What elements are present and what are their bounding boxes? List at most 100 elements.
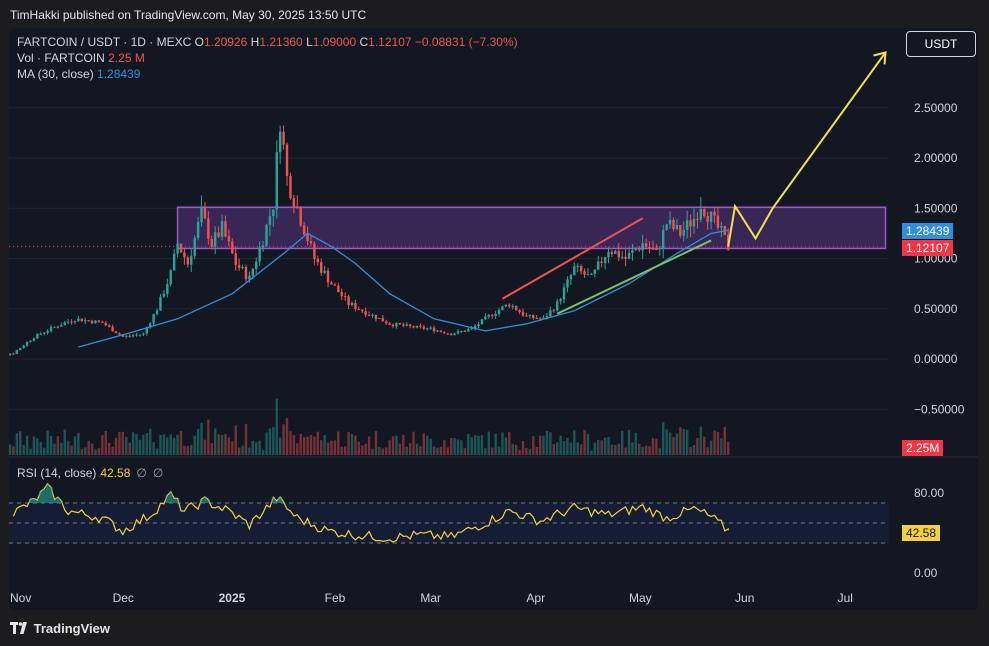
candle-body — [439, 330, 443, 332]
time-axis-label: 2025 — [219, 591, 246, 605]
candle-body — [118, 333, 121, 335]
volume-bar — [597, 439, 600, 455]
source-icon[interactable]: ∅ — [152, 466, 164, 480]
chart-canvas[interactable]: 0.000000.500001.000001.500002.000002.500… — [9, 28, 978, 610]
candle-body — [94, 320, 97, 324]
candle-body — [278, 131, 282, 153]
candle-body — [696, 218, 699, 220]
volume-bar — [70, 445, 73, 455]
volume-bar — [703, 436, 706, 455]
candle-body — [634, 249, 638, 251]
symbol-label[interactable]: FARTCOIN / USDT · 1D · MEXC — [17, 35, 192, 49]
volume-bar — [439, 446, 443, 455]
volume-bar — [320, 440, 323, 455]
hide-icon[interactable]: ∅ — [136, 466, 147, 480]
candle-body — [449, 333, 453, 336]
volume-bar — [258, 440, 261, 455]
ma-label[interactable]: MA (30, close) — [17, 67, 94, 81]
volume-bar — [552, 444, 555, 455]
candle-body — [333, 284, 337, 286]
volume-bar — [675, 433, 679, 455]
candle-body — [709, 211, 713, 222]
volume-bar — [261, 449, 265, 455]
candle-body — [532, 314, 535, 318]
candle-body — [367, 314, 371, 316]
chart-panel[interactable]: 0.00000 0.50000 1.00000 1.50000 2.00000 2.500… — [9, 28, 978, 610]
candle-body — [624, 256, 627, 259]
candle-body — [73, 321, 77, 323]
volume-bar — [227, 437, 231, 455]
volume-bar — [436, 447, 439, 455]
volume-bar — [586, 434, 590, 455]
candle-body — [607, 251, 610, 258]
candle-body — [641, 243, 644, 251]
candle-body — [292, 198, 296, 207]
volume-bar — [169, 434, 172, 455]
volume-bar — [685, 429, 689, 455]
volume-label[interactable]: Vol · FARTCOIN — [17, 51, 105, 65]
tradingview-brand[interactable]: TradingView — [10, 621, 110, 636]
volume-bar — [340, 446, 343, 455]
price-axis-label: 0.50000 — [914, 302, 958, 316]
volume-bar — [514, 444, 518, 455]
volume-bar — [473, 435, 477, 455]
volume-bar — [337, 431, 340, 455]
candle-body — [569, 274, 573, 280]
candle-body — [302, 225, 306, 235]
candle-body — [60, 325, 63, 327]
candle-body — [196, 222, 200, 238]
price-axis-label: 2.00000 — [914, 151, 958, 165]
candle-body — [703, 209, 706, 217]
candle-body — [436, 330, 439, 332]
candle-body — [166, 284, 169, 294]
volume-bar — [101, 435, 104, 455]
candle-body — [525, 315, 528, 317]
candle-body — [217, 232, 220, 237]
volume-bar — [658, 448, 661, 455]
volume-bar — [63, 429, 66, 455]
candle-body — [159, 296, 162, 311]
volume-bar — [692, 445, 696, 455]
candle-body — [665, 224, 668, 230]
candle-body — [323, 270, 326, 273]
rsi-tag: 42.58 — [902, 525, 941, 541]
volume-bar — [415, 443, 419, 455]
volume-bar — [60, 442, 63, 455]
volume-bar — [497, 446, 501, 455]
volume-bar — [289, 431, 292, 455]
candle-body — [131, 335, 135, 337]
volume-bar — [484, 448, 487, 455]
volume-bar — [251, 440, 255, 455]
volume-bar — [634, 432, 638, 455]
candle-body — [138, 334, 142, 336]
candle-body — [282, 131, 285, 145]
volume-bar — [159, 434, 162, 455]
candle-body — [408, 324, 412, 327]
candle-body — [453, 333, 456, 336]
currency-button[interactable]: USDT — [906, 31, 976, 57]
volume-bar — [39, 442, 42, 455]
candle-body — [699, 209, 703, 220]
candle-body — [402, 324, 405, 326]
volume-bar — [432, 446, 436, 455]
candle-body — [371, 314, 374, 316]
volume-bar — [593, 442, 597, 455]
candle-body — [87, 320, 90, 322]
volume-bar — [665, 429, 668, 455]
high-value: 1.21360 — [259, 35, 303, 49]
volume-bar — [186, 446, 190, 455]
brand-label: TradingView — [33, 621, 110, 636]
rsi-label[interactable]: RSI (14, close) — [17, 466, 97, 480]
candle-body — [600, 261, 603, 263]
candle-body — [241, 266, 244, 268]
volume-bar — [84, 447, 87, 455]
candle-body — [385, 321, 388, 324]
candle-body — [511, 305, 514, 307]
volume-tag: 2.25M — [902, 440, 944, 456]
candle-body — [285, 144, 289, 177]
tradingview-logo-icon — [10, 622, 27, 634]
candle-body — [49, 326, 53, 331]
candle-body — [9, 353, 12, 356]
candle-body — [460, 330, 463, 332]
candle-body — [668, 219, 672, 225]
